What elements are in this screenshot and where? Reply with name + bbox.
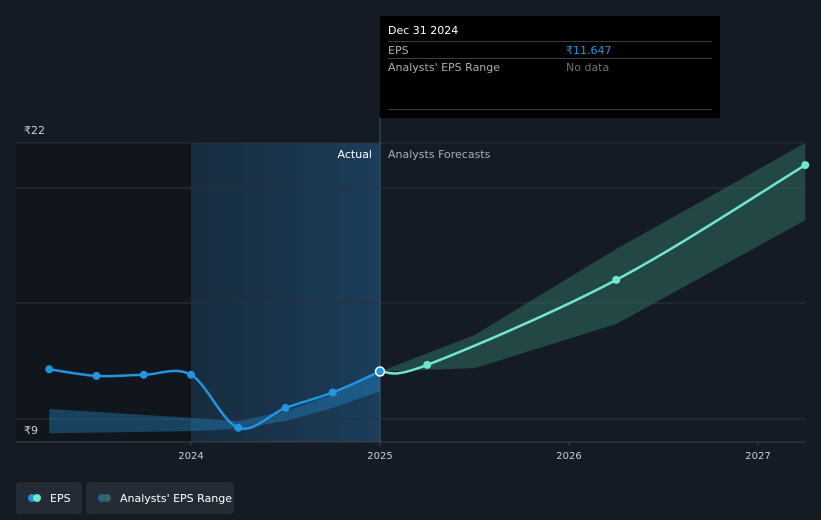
region-label-actual: Actual — [338, 148, 372, 161]
tooltip-eps-value: ₹11.647 — [566, 44, 612, 57]
tooltip: Dec 31 2024 EPS ₹11.647 Analysts' EPS Ra… — [380, 16, 720, 118]
eps-range-band-forecast — [380, 143, 806, 372]
eps-point-forecast-3 — [801, 161, 810, 170]
legend-eps-dot-forecast — [33, 494, 41, 502]
x-tick-label-2026: 2026 — [556, 451, 581, 462]
x-tick-label-2025: 2025 — [367, 451, 392, 462]
eps-point-forecast-2 — [612, 275, 621, 284]
y-tick-label-bottom: ₹9 — [24, 424, 38, 437]
x-tick-label-2024: 2024 — [178, 451, 203, 462]
tooltip-row-range: Analysts' EPS Range No data — [388, 58, 712, 76]
tooltip-date: Dec 31 2024 — [388, 24, 459, 37]
legend-range-label: Analysts' EPS Range — [120, 491, 233, 505]
eps-point-actual-4 — [234, 423, 243, 432]
eps-highlight-point — [374, 366, 386, 377]
tooltip-eps-label: EPS — [388, 44, 409, 57]
legend-eps-dot-actual — [28, 494, 36, 502]
eps-range-band-actual — [49, 371, 380, 434]
tooltip-range-value: No data — [566, 61, 610, 74]
eps-point-forecast-1 — [423, 360, 432, 369]
eps-point-actual-3 — [187, 370, 195, 379]
tooltip-row-eps: EPS ₹11.647 — [388, 41, 712, 59]
legend-eps[interactable]: EPS — [16, 482, 82, 514]
legend-range-dot-forecast — [103, 494, 111, 502]
x-tick-label-2027: 2027 — [745, 451, 770, 462]
tooltip-range-label: Analysts' EPS Range — [388, 61, 501, 74]
region-label-forecast: Analysts Forecasts — [388, 148, 491, 161]
legend-eps-label: EPS — [50, 491, 71, 505]
tooltip-divider — [388, 109, 712, 111]
y-tick-label-top: ₹22 — [24, 124, 45, 137]
eps-point-actual-5 — [281, 403, 290, 412]
eps-line-actual — [49, 368, 381, 430]
eps-point-actual-6 — [328, 388, 337, 397]
legend-range-dot-actual — [98, 494, 106, 502]
eps-point-actual-2 — [139, 370, 148, 379]
legend-eps-range[interactable]: Analysts' EPS Range — [86, 482, 234, 514]
eps-point-actual-0 — [45, 365, 54, 374]
eps-point-actual-1 — [92, 371, 101, 380]
eps-line-forecast — [379, 164, 806, 375]
actual-period-shade — [191, 143, 380, 442]
pre-period-shade — [16, 143, 191, 442]
